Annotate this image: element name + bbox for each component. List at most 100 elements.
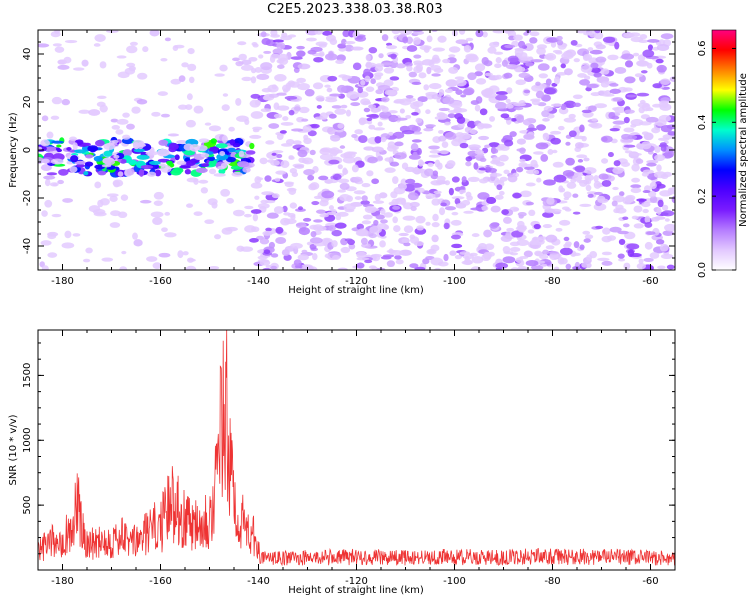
heatmap-cell xyxy=(607,152,614,158)
heatmap-cell xyxy=(149,30,160,37)
heatmap-cell xyxy=(210,138,218,144)
heatmap-cell xyxy=(656,44,670,52)
heatmap-cell xyxy=(310,230,317,238)
heatmap-cell xyxy=(425,193,436,199)
heatmap-cell xyxy=(260,199,269,204)
heatmap-cell xyxy=(623,116,630,124)
heatmap-cell xyxy=(546,37,560,43)
heatmap-cell xyxy=(531,99,541,106)
heatmap-cell xyxy=(550,103,563,107)
heatmap-cell xyxy=(113,180,121,188)
heatmap-cell xyxy=(331,240,338,248)
heatmap-cell xyxy=(587,47,594,52)
heatmap-cell xyxy=(484,72,493,77)
heatmap-cell xyxy=(176,160,187,166)
heatmap-cell xyxy=(537,63,550,71)
heatmap-cell xyxy=(398,232,409,237)
heatmap-cell xyxy=(403,225,414,233)
heatmap-cell xyxy=(509,131,517,137)
heatmap-cell xyxy=(200,152,210,158)
heatmap-cell xyxy=(462,253,474,260)
heatmap-cell xyxy=(182,251,189,256)
heatmap-cell xyxy=(500,113,510,119)
heatmap-cell xyxy=(178,75,186,82)
heatmap-cell xyxy=(370,78,376,85)
heatmap-cell xyxy=(517,225,526,233)
heatmap-cell xyxy=(360,200,370,205)
figure-title: C2E5.2023.338.03.38.R03 xyxy=(267,2,443,17)
heatmap-cell xyxy=(262,230,273,236)
heatmap-cell xyxy=(208,168,217,175)
heatmap-cell xyxy=(413,65,423,74)
spectrogram-x-label: Height of straight line (km) xyxy=(288,285,424,296)
heatmap-cell xyxy=(631,215,639,220)
heatmap-cell xyxy=(642,49,655,58)
heatmap-cell xyxy=(409,182,423,188)
heatmap-cell xyxy=(111,125,121,130)
heatmap-cell xyxy=(84,161,94,167)
heatmap-cell xyxy=(153,200,163,206)
heatmap-cell xyxy=(170,78,182,85)
heatmap-cell xyxy=(388,114,399,123)
heatmap-cell xyxy=(329,147,340,155)
heatmap-cell xyxy=(274,74,287,82)
heatmap-cell xyxy=(613,208,620,214)
heatmap-cell xyxy=(522,119,532,126)
heatmap-cell xyxy=(657,199,664,208)
heatmap-cell xyxy=(639,34,648,40)
heatmap-cell xyxy=(103,159,116,166)
heatmap-cell xyxy=(532,151,544,155)
heatmap-cell xyxy=(429,149,441,154)
heatmap-cell xyxy=(372,200,385,204)
heatmap-cell xyxy=(265,264,272,268)
heatmap-cell xyxy=(505,231,512,237)
snr-y-axis: 500 1000 1500 xyxy=(22,342,675,571)
x-tick-label: -160 xyxy=(149,276,172,287)
heatmap-cell xyxy=(661,204,669,211)
heatmap-cell xyxy=(408,154,421,160)
heatmap-cell xyxy=(451,243,463,249)
heatmap-cell xyxy=(282,116,289,121)
heatmap-cell xyxy=(266,212,279,219)
heatmap-cell xyxy=(589,49,603,55)
heatmap-cell xyxy=(126,62,136,68)
heatmap-cell xyxy=(442,58,451,64)
heatmap-cell xyxy=(667,150,674,158)
heatmap-cell xyxy=(638,258,644,264)
heatmap-cell xyxy=(402,36,409,44)
heatmap-cell xyxy=(534,250,543,256)
heatmap-cell xyxy=(563,100,577,109)
heatmap-cell xyxy=(383,79,394,87)
heatmap-cell xyxy=(405,114,412,119)
heatmap-cell xyxy=(611,115,620,120)
heatmap-cell xyxy=(475,78,487,85)
heatmap-cell xyxy=(238,150,245,157)
heatmap-cell xyxy=(352,62,362,71)
heatmap-cell xyxy=(579,124,585,133)
heatmap-cell xyxy=(601,260,613,266)
heatmap-cell xyxy=(237,161,250,168)
heatmap-cell xyxy=(444,88,453,94)
heatmap-cell xyxy=(458,30,466,35)
heatmap-cell xyxy=(583,157,590,162)
heatmap-cell xyxy=(398,183,407,191)
heatmap-cell xyxy=(252,43,259,48)
heatmap-cell xyxy=(590,62,599,69)
heatmap-cell xyxy=(256,73,270,81)
heatmap-cell xyxy=(432,213,439,222)
x-tick-label: -120 xyxy=(345,276,368,287)
heatmap-cell xyxy=(536,236,548,241)
heatmap-cell xyxy=(387,110,398,114)
heatmap-cell xyxy=(363,68,371,77)
heatmap-cell xyxy=(133,239,143,247)
y-tick-label: 1000 xyxy=(22,428,33,453)
heatmap-cell xyxy=(545,245,555,250)
heatmap-cell xyxy=(461,199,471,206)
heatmap-cell xyxy=(642,190,651,194)
heatmap-cell xyxy=(164,37,171,42)
x-tick-label: -140 xyxy=(247,576,270,587)
snr-y-label: SNR (10 * v/v) xyxy=(8,414,19,485)
colorbar-label: Normalized spectral amplitude xyxy=(738,73,749,227)
heatmap-cell xyxy=(542,133,549,138)
heatmap-cell xyxy=(207,198,218,206)
